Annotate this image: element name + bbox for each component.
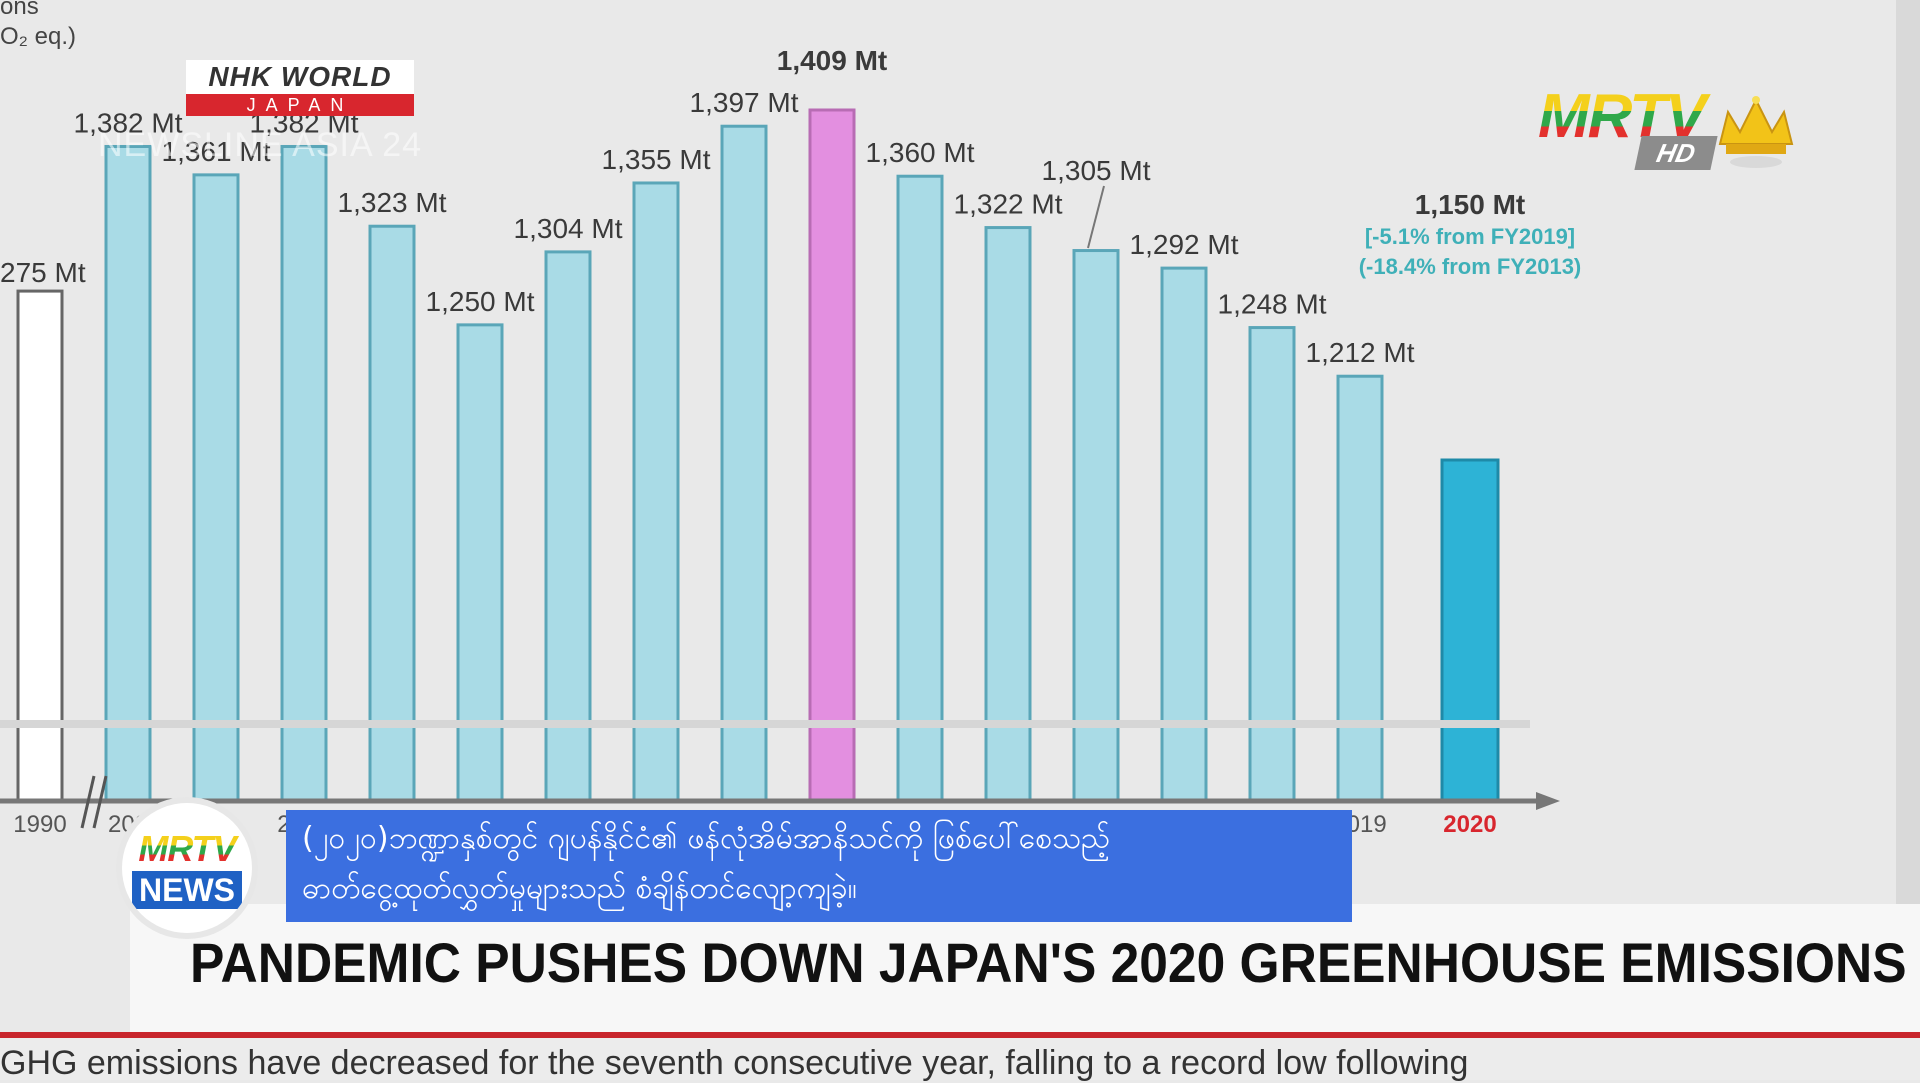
mrtv-hd-logo: MRTV HD (1538, 86, 1798, 176)
bar-2009 (456, 323, 504, 802)
value-label-1990: 275 Mt (0, 257, 86, 288)
bar-2014 (896, 174, 944, 802)
burmese-subtitle-box: (၂၀၂၀)ဘဏ္ဍာနှစ်တွင် ဂျပန်နိုင်ငံ၏ ဖန်လုံ… (286, 810, 1352, 922)
hd-badge: HD (1634, 136, 1718, 170)
bars-layer (16, 108, 1500, 802)
nhk-world-text: NHK WORLD (186, 60, 414, 94)
ticker-divider (0, 1032, 1920, 1038)
bar-2012 (720, 124, 768, 802)
value-label-2009: 1,250 Mt (426, 286, 535, 317)
value-label-2008: 1,323 Mt (338, 187, 447, 218)
axis-layer (0, 720, 1560, 829)
bar-2017 (1160, 266, 1208, 802)
bar-2018 (1248, 326, 1296, 802)
value-label-2010: 1,304 Mt (514, 213, 623, 244)
headline-bar (130, 904, 1920, 1032)
leader-line-2016 (1087, 185, 1105, 249)
right-edge-strip (1896, 0, 1920, 904)
axis-unit-label: O₂ eq.) (0, 23, 76, 50)
news-badge-mrtv-text: MRTV (122, 831, 252, 867)
bar-2010 (544, 250, 592, 802)
bar-2015 (984, 226, 1032, 802)
bar-2020 (1440, 458, 1500, 802)
latest-note-1: [-5.1% from FY2019] (1365, 224, 1575, 249)
mrtv-news-badge: MRTV NEWS (122, 803, 252, 933)
subtitle-line-1: (၂၀၂၀)ဘဏ္ဍာနှစ်တွင် ဂျပန်နိုင်ငံ၏ ဖန်လုံ… (302, 821, 1110, 856)
x-axis-arrow (1536, 792, 1560, 810)
value-label-2012: 1,397 Mt (690, 87, 799, 118)
value-label-2016: 1,305 Mt (1042, 155, 1151, 186)
newsline-watermark: NEWSLINE ASIA 24 (98, 126, 423, 164)
subtitle-line-2: ဓာတ်ငွေ့ထုတ်လွှတ်မှုများသည် စံချိန်တင်လျ… (302, 871, 857, 906)
value-label-2015: 1,322 Mt (954, 189, 1063, 220)
bar-1990 (16, 289, 64, 802)
ticker-text: GHG emissions have decreased for the sev… (0, 1044, 1469, 1082)
latest-note-2: (-18.4% from FY2013) (1359, 254, 1582, 279)
value-label-2014: 1,360 Mt (866, 137, 975, 168)
nhk-world-logo: NHK WORLD JAPAN (186, 60, 414, 118)
value-label-2013: 1,409 Mt (777, 45, 888, 76)
value-label-2005: 1,382 Mt (74, 107, 183, 138)
nhk-japan-text: JAPAN (186, 94, 414, 116)
value-label-2019: 1,212 Mt (1306, 337, 1415, 368)
value-label-2006: 1,361 Mt (162, 136, 271, 167)
value-label-2011: 1,355 Mt (602, 144, 711, 175)
headline-text: PANDEMIC PUSHES DOWN JAPAN'S 2020 GREENH… (190, 931, 1907, 994)
bar-2013 (808, 108, 856, 802)
value-label-2018: 1,248 Mt (1218, 289, 1327, 320)
axis-break-mark (80, 775, 108, 829)
tick-label-1990: 1990 (13, 811, 66, 838)
bar-2006 (192, 173, 240, 802)
value-label-2017: 1,292 Mt (1130, 229, 1239, 260)
crown-icon (1718, 96, 1794, 168)
bar-2007 (280, 144, 328, 802)
bar-2016 (1072, 249, 1120, 802)
bar-2019 (1336, 374, 1384, 802)
axis-unit-cut-label: ons (0, 0, 39, 20)
ticker-bar (0, 1038, 1920, 1080)
value-label-2020: 1,150 Mt (1415, 189, 1526, 220)
tick-label-2020: 2020 (1443, 811, 1496, 838)
news-badge-news-text: NEWS (132, 871, 242, 909)
bar-2008 (368, 224, 416, 802)
bar-2005 (104, 144, 152, 802)
bar-2011 (632, 181, 680, 802)
